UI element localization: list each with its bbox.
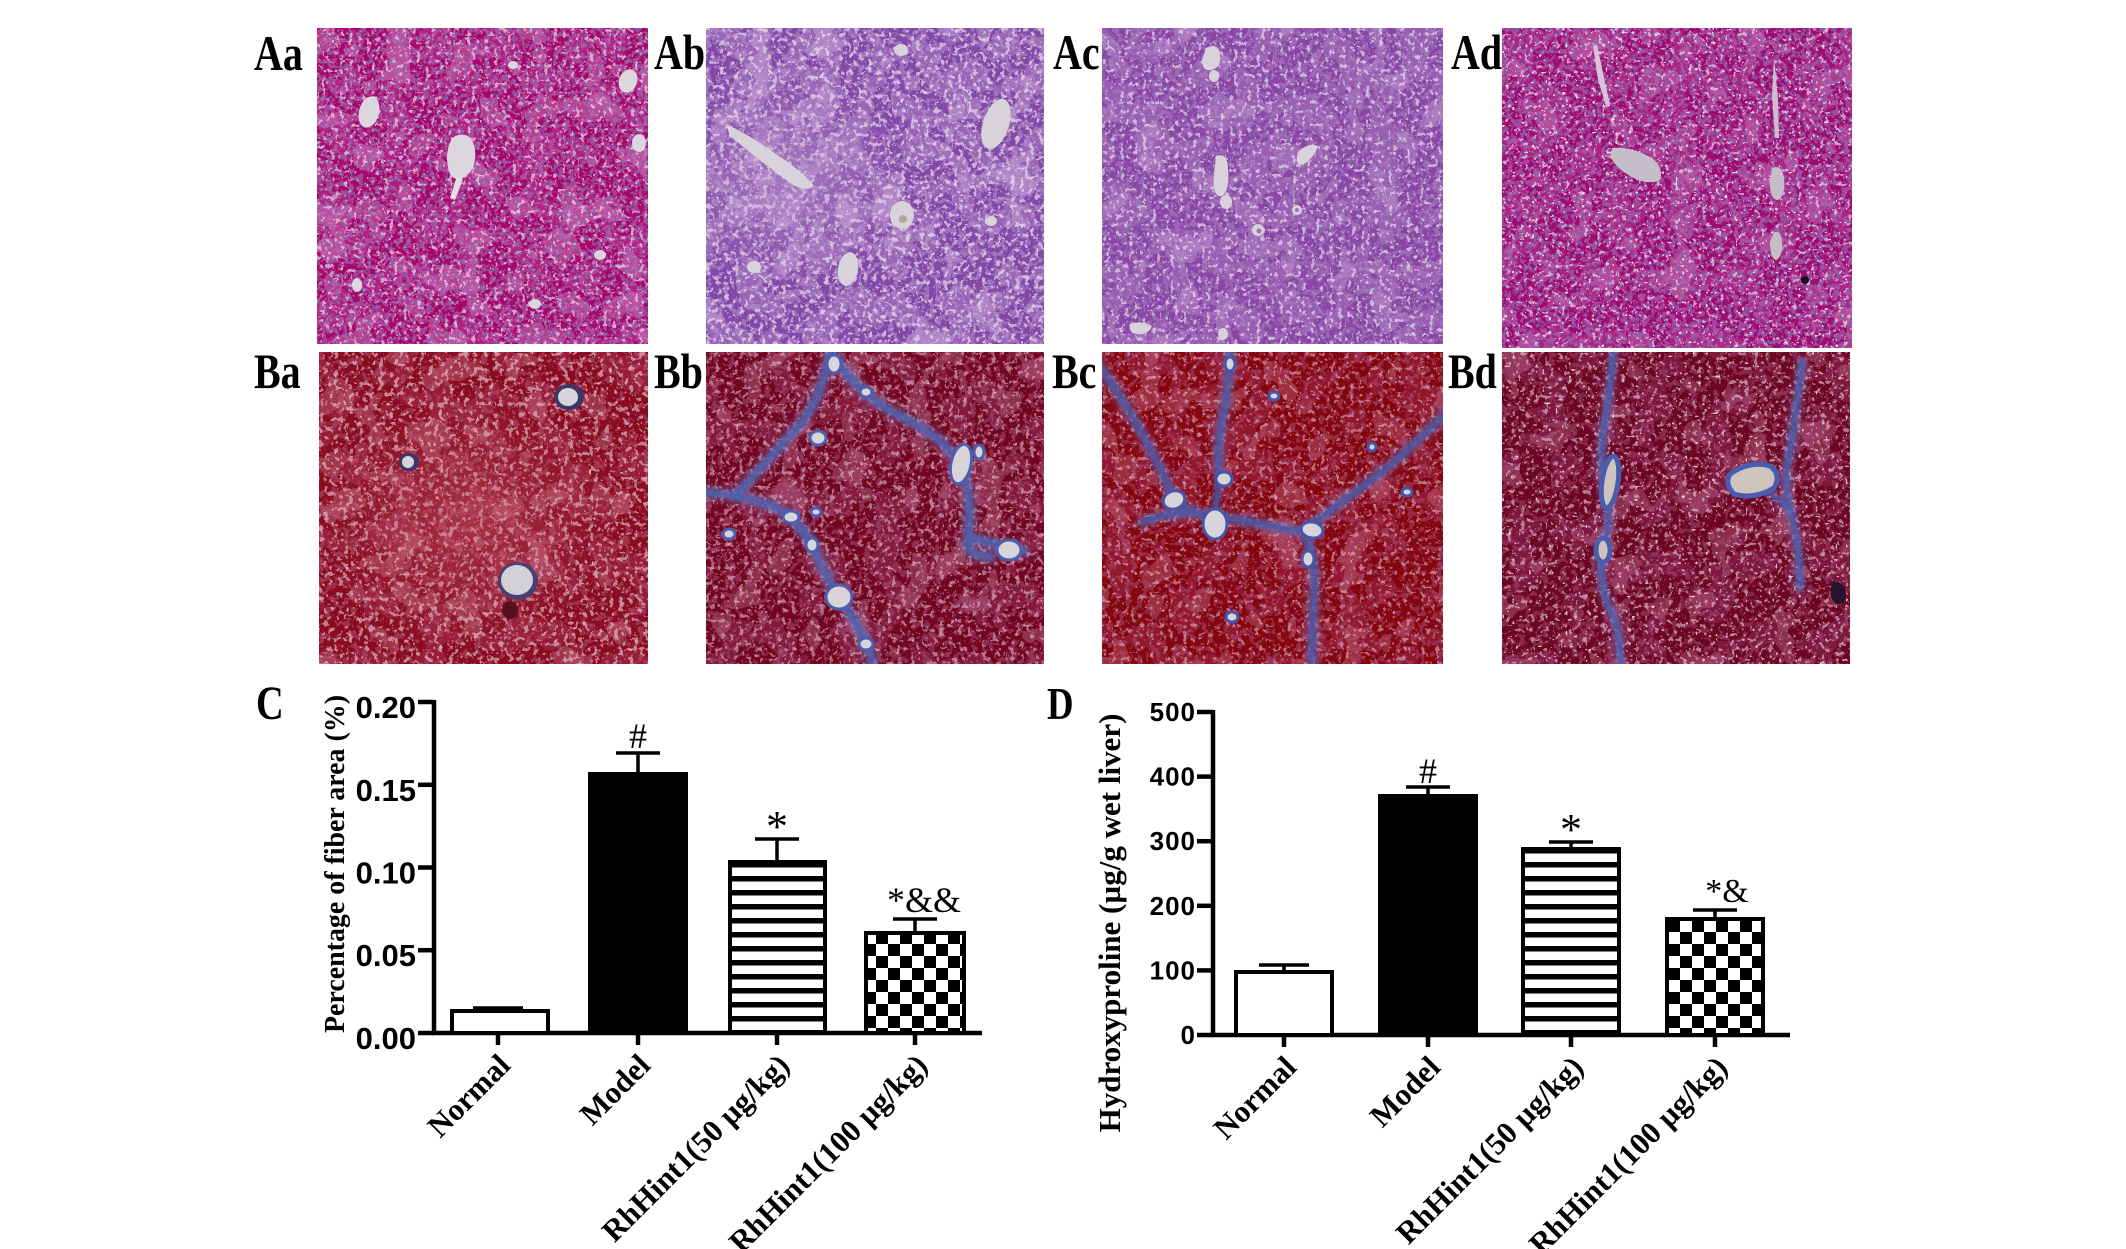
svg-text:*: * bbox=[1560, 805, 1582, 854]
svg-text:400: 400 bbox=[1150, 762, 1196, 792]
svg-text:300: 300 bbox=[1150, 826, 1196, 856]
svg-text:500: 500 bbox=[1150, 697, 1196, 727]
svg-text:Hydroxyproline (µg/g wet liver: Hydroxyproline (µg/g wet liver) bbox=[1092, 714, 1127, 1133]
svg-text:*&: *& bbox=[1705, 873, 1748, 910]
svg-text:0.05: 0.05 bbox=[356, 938, 416, 973]
svg-text:200: 200 bbox=[1150, 891, 1196, 921]
svg-text:*: * bbox=[766, 802, 788, 851]
svg-text:Model: Model bbox=[573, 1047, 658, 1132]
svg-text:0.10: 0.10 bbox=[356, 856, 416, 891]
svg-text:Model: Model bbox=[1363, 1049, 1448, 1134]
svg-text:Normal: Normal bbox=[420, 1047, 517, 1144]
svg-text:0.15: 0.15 bbox=[356, 773, 416, 808]
svg-text:*&&: *&& bbox=[887, 880, 961, 920]
svg-text:0.00: 0.00 bbox=[356, 1021, 416, 1056]
svg-text:100: 100 bbox=[1150, 955, 1196, 985]
svg-text:#: # bbox=[629, 716, 647, 756]
svg-text:Percentage of fiber area (%): Percentage of fiber area (%) bbox=[320, 695, 351, 1033]
svg-text:Normal: Normal bbox=[1206, 1049, 1303, 1146]
svg-text:0.20: 0.20 bbox=[356, 690, 416, 725]
svg-text:#: # bbox=[1419, 751, 1437, 791]
svg-text:0: 0 bbox=[1181, 1020, 1196, 1050]
